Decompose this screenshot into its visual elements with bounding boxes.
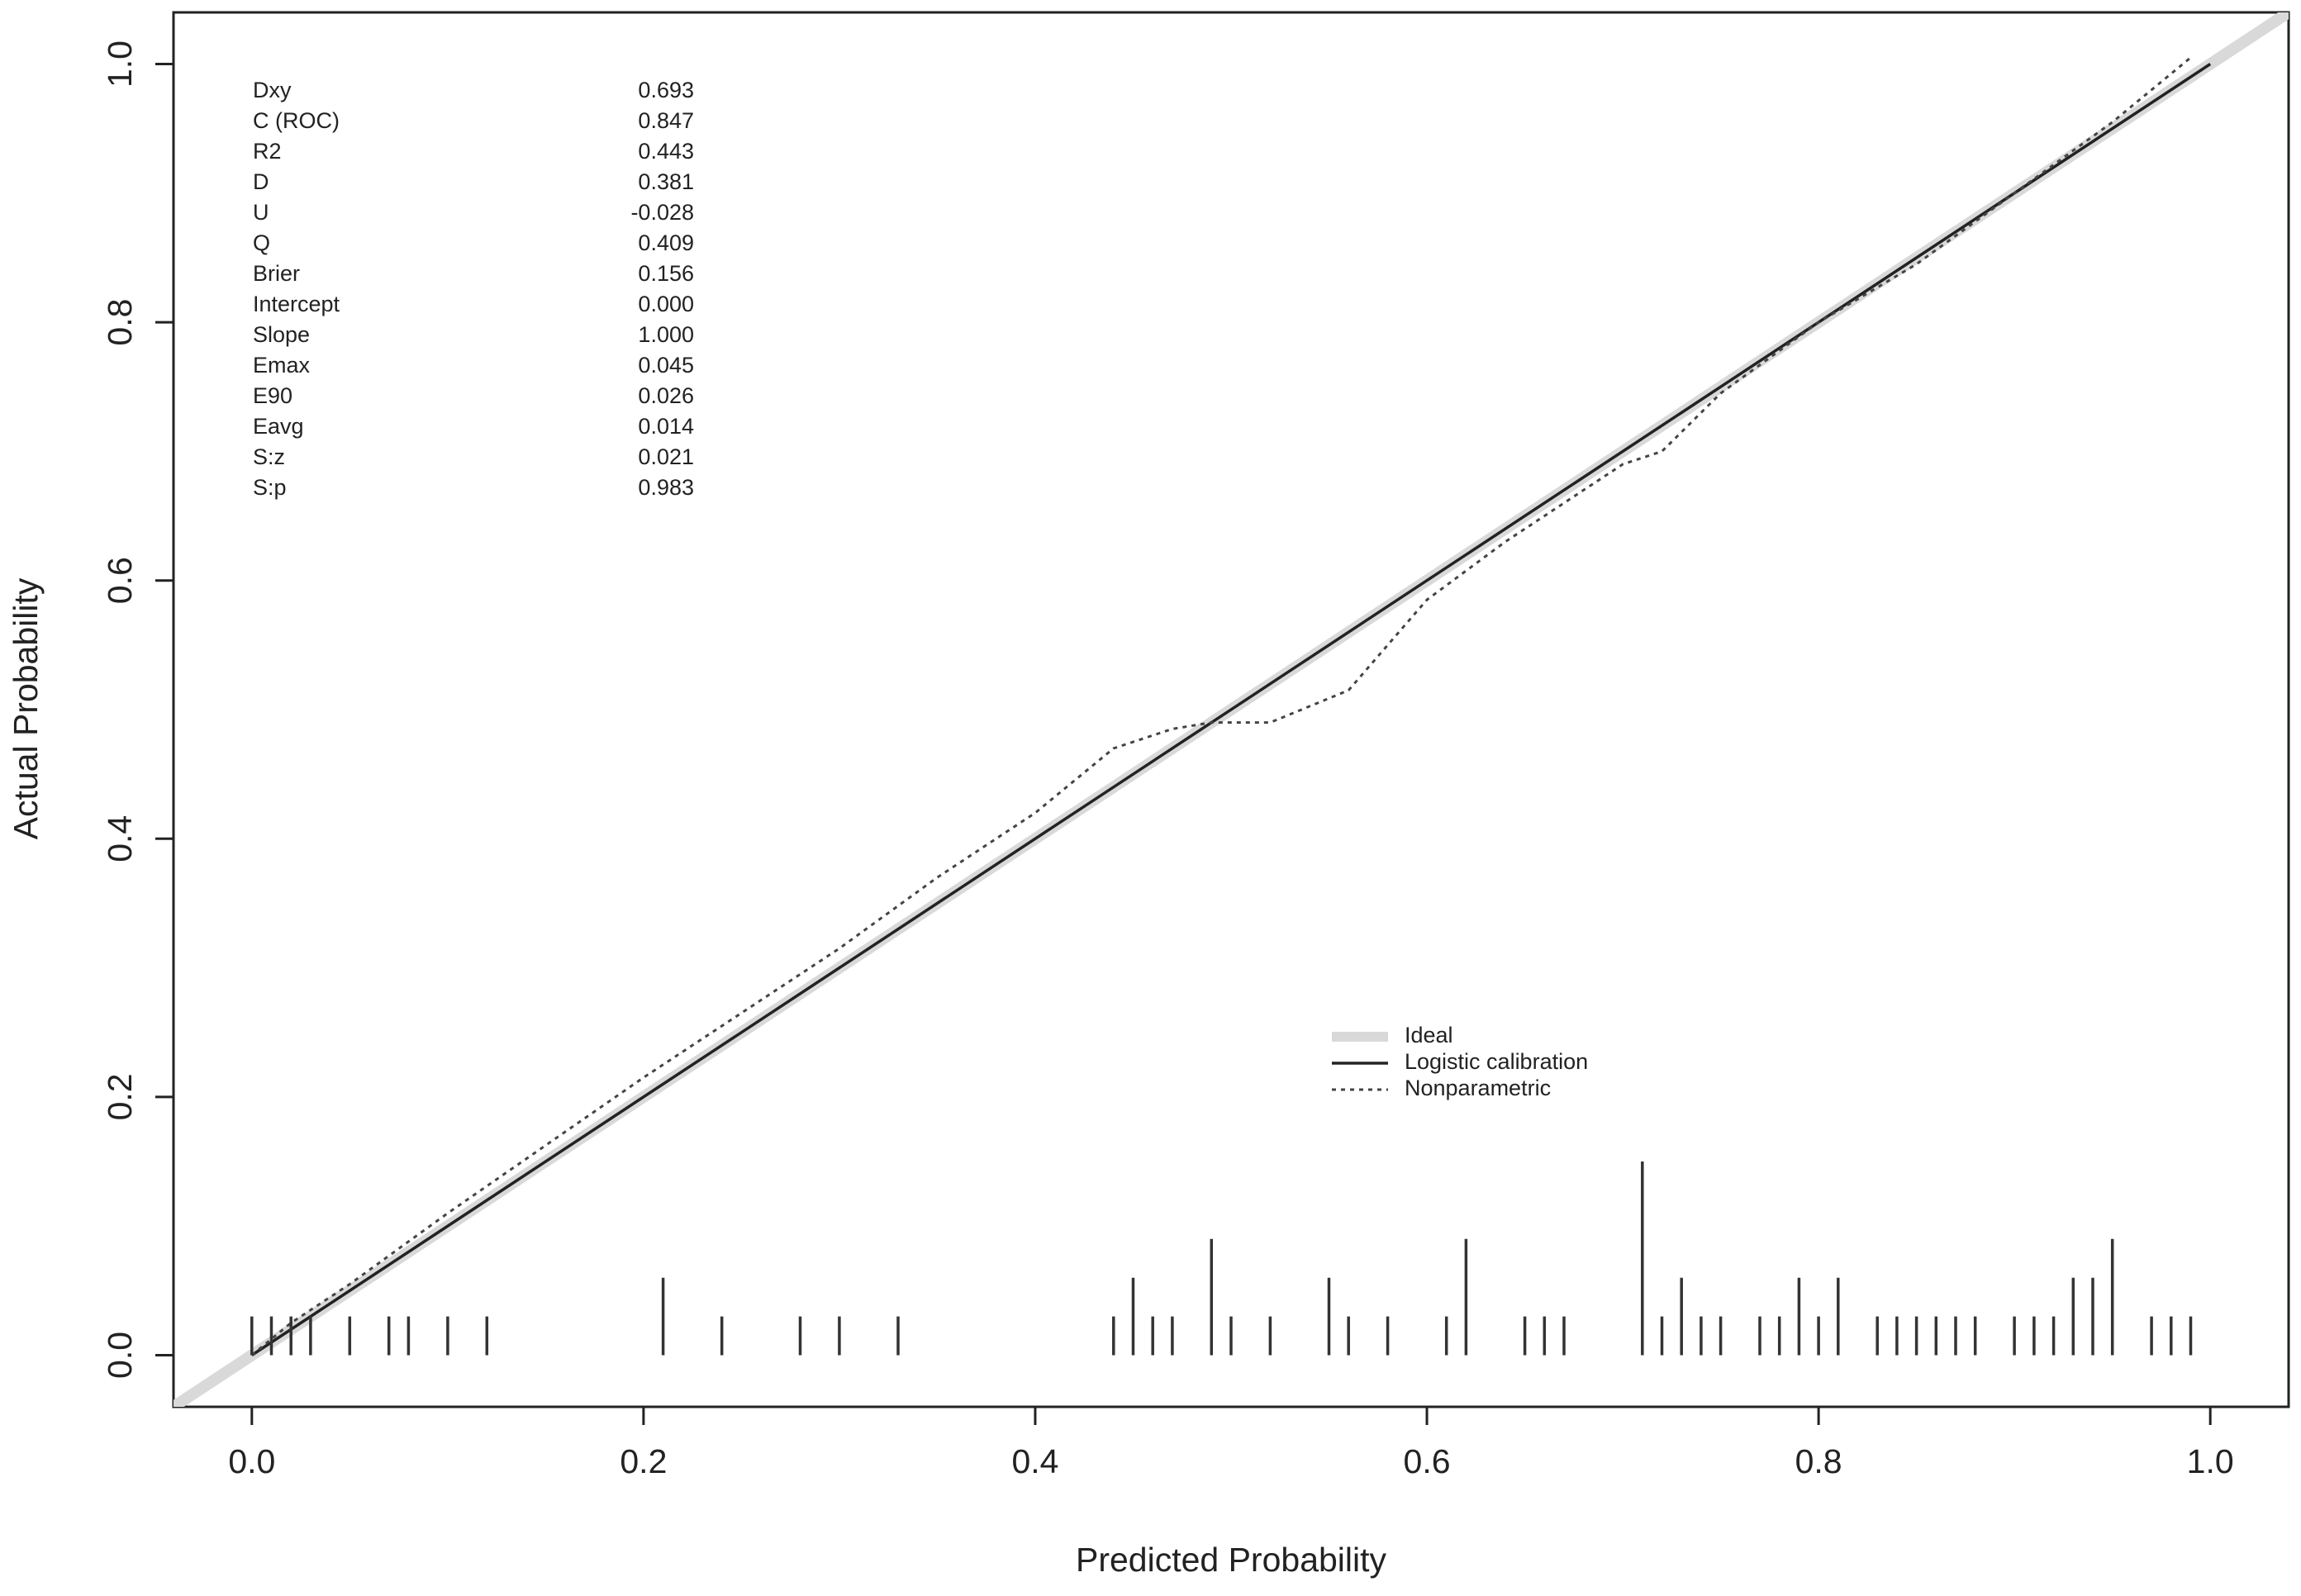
stat-value-emax: 0.045 (638, 353, 694, 378)
series-nonparametric-line (250, 56, 2192, 1356)
rug-layer (250, 1161, 2193, 1356)
y-tick-label: 1.0 (101, 40, 139, 88)
y-tick-label: 0.6 (101, 557, 139, 604)
stat-label-dxy: Dxy (253, 78, 292, 102)
y-tick-label: 0.8 (101, 299, 139, 346)
stat-label-q: Q (253, 230, 270, 255)
stat-label-s-z: S:z (253, 444, 285, 469)
stat-value-eavg: 0.014 (638, 414, 694, 439)
stat-label-r2: R2 (253, 139, 282, 164)
stat-label-u: U (253, 200, 269, 225)
stat-label-intercept: Intercept (253, 292, 340, 316)
stat-value-e90: 0.026 (638, 383, 694, 408)
stat-label-e90: E90 (253, 383, 292, 408)
y-tick-label: 0.4 (101, 815, 139, 862)
stat-label-c-roc: C (ROC) (253, 108, 340, 133)
y-tick-label: 0.2 (101, 1073, 139, 1120)
x-tick-label: 0.0 (228, 1442, 275, 1480)
stat-value-intercept: 0.000 (638, 292, 694, 316)
legend-label-nonparametric: Nonparametric (1405, 1076, 1551, 1100)
y-axis-label: Actual Probability (7, 577, 45, 839)
stat-label-brier: Brier (253, 261, 300, 286)
stat-value-slope: 1.000 (638, 322, 694, 347)
stat-label-emax: Emax (253, 353, 311, 378)
legend-label-ideal: Ideal (1405, 1023, 1453, 1047)
stat-value-s-z: 0.021 (638, 444, 694, 469)
stat-label-d: D (253, 169, 269, 194)
stat-value-brier: 0.156 (638, 261, 694, 286)
x-tick-label: 0.8 (1795, 1442, 1842, 1480)
legend-label-logistic-calibration: Logistic calibration (1405, 1049, 1588, 1074)
x-tick-label: 1.0 (2187, 1442, 2234, 1480)
stats-table: Dxy 0.693 C (ROC) 0.847 R2 0.443 D 0.381 U -0.028… (253, 78, 694, 500)
x-tick-label: 0.4 (1011, 1442, 1058, 1480)
x-tick-label: 0.2 (620, 1442, 667, 1480)
stat-value-d: 0.381 (638, 169, 694, 194)
x-tick-label: 0.6 (1404, 1442, 1451, 1480)
stat-label-s-p: S:p (253, 475, 287, 500)
series-layer (174, 12, 2289, 1407)
stat-value-u: -0.028 (630, 200, 694, 225)
y-tick-label: 0.0 (101, 1332, 139, 1379)
stat-value-r2: 0.443 (638, 139, 694, 164)
stat-label-eavg: Eavg (253, 414, 304, 439)
x-axis-label: Predicted Probability (1076, 1541, 1387, 1579)
stat-value-dxy: 0.693 (638, 78, 694, 102)
stat-label-slope: Slope (253, 322, 310, 347)
stat-value-s-p: 0.983 (638, 475, 694, 500)
stat-value-c-roc: 0.847 (638, 108, 694, 133)
stat-value-q: 0.409 (638, 230, 694, 255)
series-logistic-calibration-line (250, 63, 2212, 1356)
axes-layer: 0.0 0.2 0.4 0.6 0.8 1.0 0.0 0.2 0.4 0.6 0.8 1.0 (101, 40, 2234, 1480)
